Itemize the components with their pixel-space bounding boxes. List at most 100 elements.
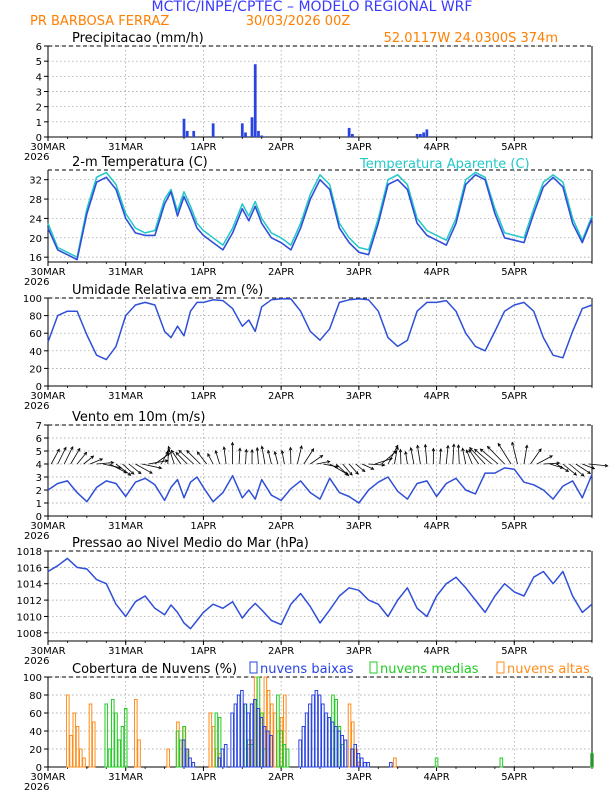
wind-arrow <box>569 463 585 477</box>
wind-arrow <box>316 460 331 465</box>
cloud-bar-high <box>393 757 397 768</box>
cloud-bar-low <box>343 739 348 768</box>
cloud-bar-high <box>78 748 83 768</box>
wind-arrow <box>50 448 60 465</box>
cloud-bar-mid <box>114 712 118 768</box>
y-tick-label: 80 <box>29 312 42 323</box>
wind-arrow <box>409 446 415 465</box>
wind-arrow-head <box>345 472 350 477</box>
wind-arrow-shaft <box>394 446 398 465</box>
wind-arrow-head <box>110 461 115 465</box>
x-tick-label: 5APR <box>501 772 527 783</box>
wind-arrow <box>273 450 279 465</box>
cloud-bar-low <box>301 726 306 768</box>
cloud-bar-low <box>359 757 364 768</box>
y-tick-label: 6 <box>36 42 42 53</box>
wind-arrow <box>222 446 227 465</box>
precip-bar <box>425 129 429 137</box>
y-tick-label: 1010 <box>17 612 42 623</box>
apparent-temperature-line <box>47 171 593 258</box>
wind-arrow-shaft <box>368 463 385 466</box>
wind-arrow-head <box>604 463 609 468</box>
wind-arrow-head <box>404 450 408 455</box>
wind-arrow-head <box>267 449 271 454</box>
cloud-bar-high <box>91 721 96 768</box>
temperature-line <box>47 174 593 261</box>
wind-arrow <box>207 452 214 465</box>
cloud-bar-high <box>66 694 70 768</box>
wind-arrow-shaft <box>102 463 122 469</box>
wind-arrow-head <box>170 449 175 454</box>
legend-label: nuvens baixas <box>260 662 354 677</box>
wind-arrow-head <box>587 470 592 475</box>
x-tick-label: 3APR <box>346 267 372 278</box>
wind-arrow-head <box>56 448 60 453</box>
header-coordinates: 52.0117W 24.0300S 374m <box>384 31 558 46</box>
wind-arrow <box>135 463 153 474</box>
wind-arrow <box>486 445 505 465</box>
wind-arrow-shaft <box>178 450 194 465</box>
wind-arrow-head <box>398 448 403 453</box>
precip-bar <box>240 123 244 137</box>
x-tick-label: 30MAR <box>30 142 65 153</box>
wind-arrow <box>196 451 207 465</box>
y-tick-label: 1018 <box>17 547 42 558</box>
cloud-bar-low <box>223 744 228 768</box>
wind-arrow-head <box>230 441 235 446</box>
wind-arrow <box>122 463 135 475</box>
wind-arrow-shaft <box>310 455 323 465</box>
legend-apparent-temperature: Temperatura Aparente (C) <box>359 157 530 172</box>
wind-arrow-shaft <box>267 450 272 465</box>
panel-title: 2-m Temperatura (C) <box>72 155 208 170</box>
cloud-bar-mid <box>175 730 180 768</box>
y-tick-label: 16 <box>29 253 42 264</box>
y-tick-label: 40 <box>29 727 42 738</box>
wind-arrow-shaft <box>238 448 241 465</box>
wind-arrow-head <box>175 451 180 456</box>
panel-title: Vento em 10m (m/s) <box>72 410 205 425</box>
cloud-bar-low <box>191 762 196 768</box>
wind-arrow <box>530 448 542 465</box>
wind-arrow-head <box>70 446 74 450</box>
wind-arrow-shaft <box>462 448 467 465</box>
panel-3: 0 20 40 60 80 100 30MAR 31MAR 1APR 2APR 3APR 4APR 5A… <box>23 283 593 412</box>
x-year-label: 2026 <box>24 152 49 163</box>
wind-arrow <box>250 448 254 465</box>
panel-6: 0 20 40 60 80 100 30MAR 31MAR 1APR 2APR 3APR 4APR 5A… <box>23 661 594 792</box>
wind-arrow <box>416 444 421 465</box>
wind-arrow-head <box>166 448 171 453</box>
wind-arrow-shaft <box>96 462 114 465</box>
wind-arrow-shaft <box>148 460 168 465</box>
wind-arrow-shaft <box>582 463 595 470</box>
y-tick-label: 20 <box>29 745 42 756</box>
cloud-bar-low <box>181 739 186 768</box>
y-tick-label: 20 <box>29 364 42 375</box>
wind-arrow-head <box>468 448 472 453</box>
wind-arrow-shaft <box>135 463 153 474</box>
cloud-bar-low <box>240 690 244 768</box>
wind-arrow-shaft <box>223 446 227 465</box>
legend-label: nuvens altas <box>507 662 590 677</box>
precip-bar <box>253 64 257 137</box>
cloud-bar-mid <box>117 739 122 768</box>
wind-arrow <box>394 446 399 465</box>
x-tick-label: 1APR <box>190 391 216 402</box>
cloud-bar-low <box>265 730 270 768</box>
wind-arrow-shaft <box>497 443 512 465</box>
wind-arrow-shaft <box>424 444 428 465</box>
wind-arrow-shaft <box>261 446 266 465</box>
y-tick-label: 0 <box>36 763 42 774</box>
wind-arrow <box>260 445 266 465</box>
cloud-bar-low <box>243 703 247 768</box>
x-tick-label: 1APR <box>190 267 216 278</box>
y-tick-label: 3 <box>36 473 42 484</box>
x-tick-label: 31MAR <box>108 142 143 153</box>
wind-arrow-shaft <box>452 444 455 465</box>
wind-arrow <box>469 446 486 465</box>
wind-arrow-shaft <box>556 463 569 472</box>
y-tick-label: 1008 <box>17 629 42 640</box>
wind-arrow-head <box>497 442 502 447</box>
wind-arrow <box>335 463 350 477</box>
wind-arrow <box>423 443 428 465</box>
x-tick-label: 5APR <box>501 646 527 657</box>
